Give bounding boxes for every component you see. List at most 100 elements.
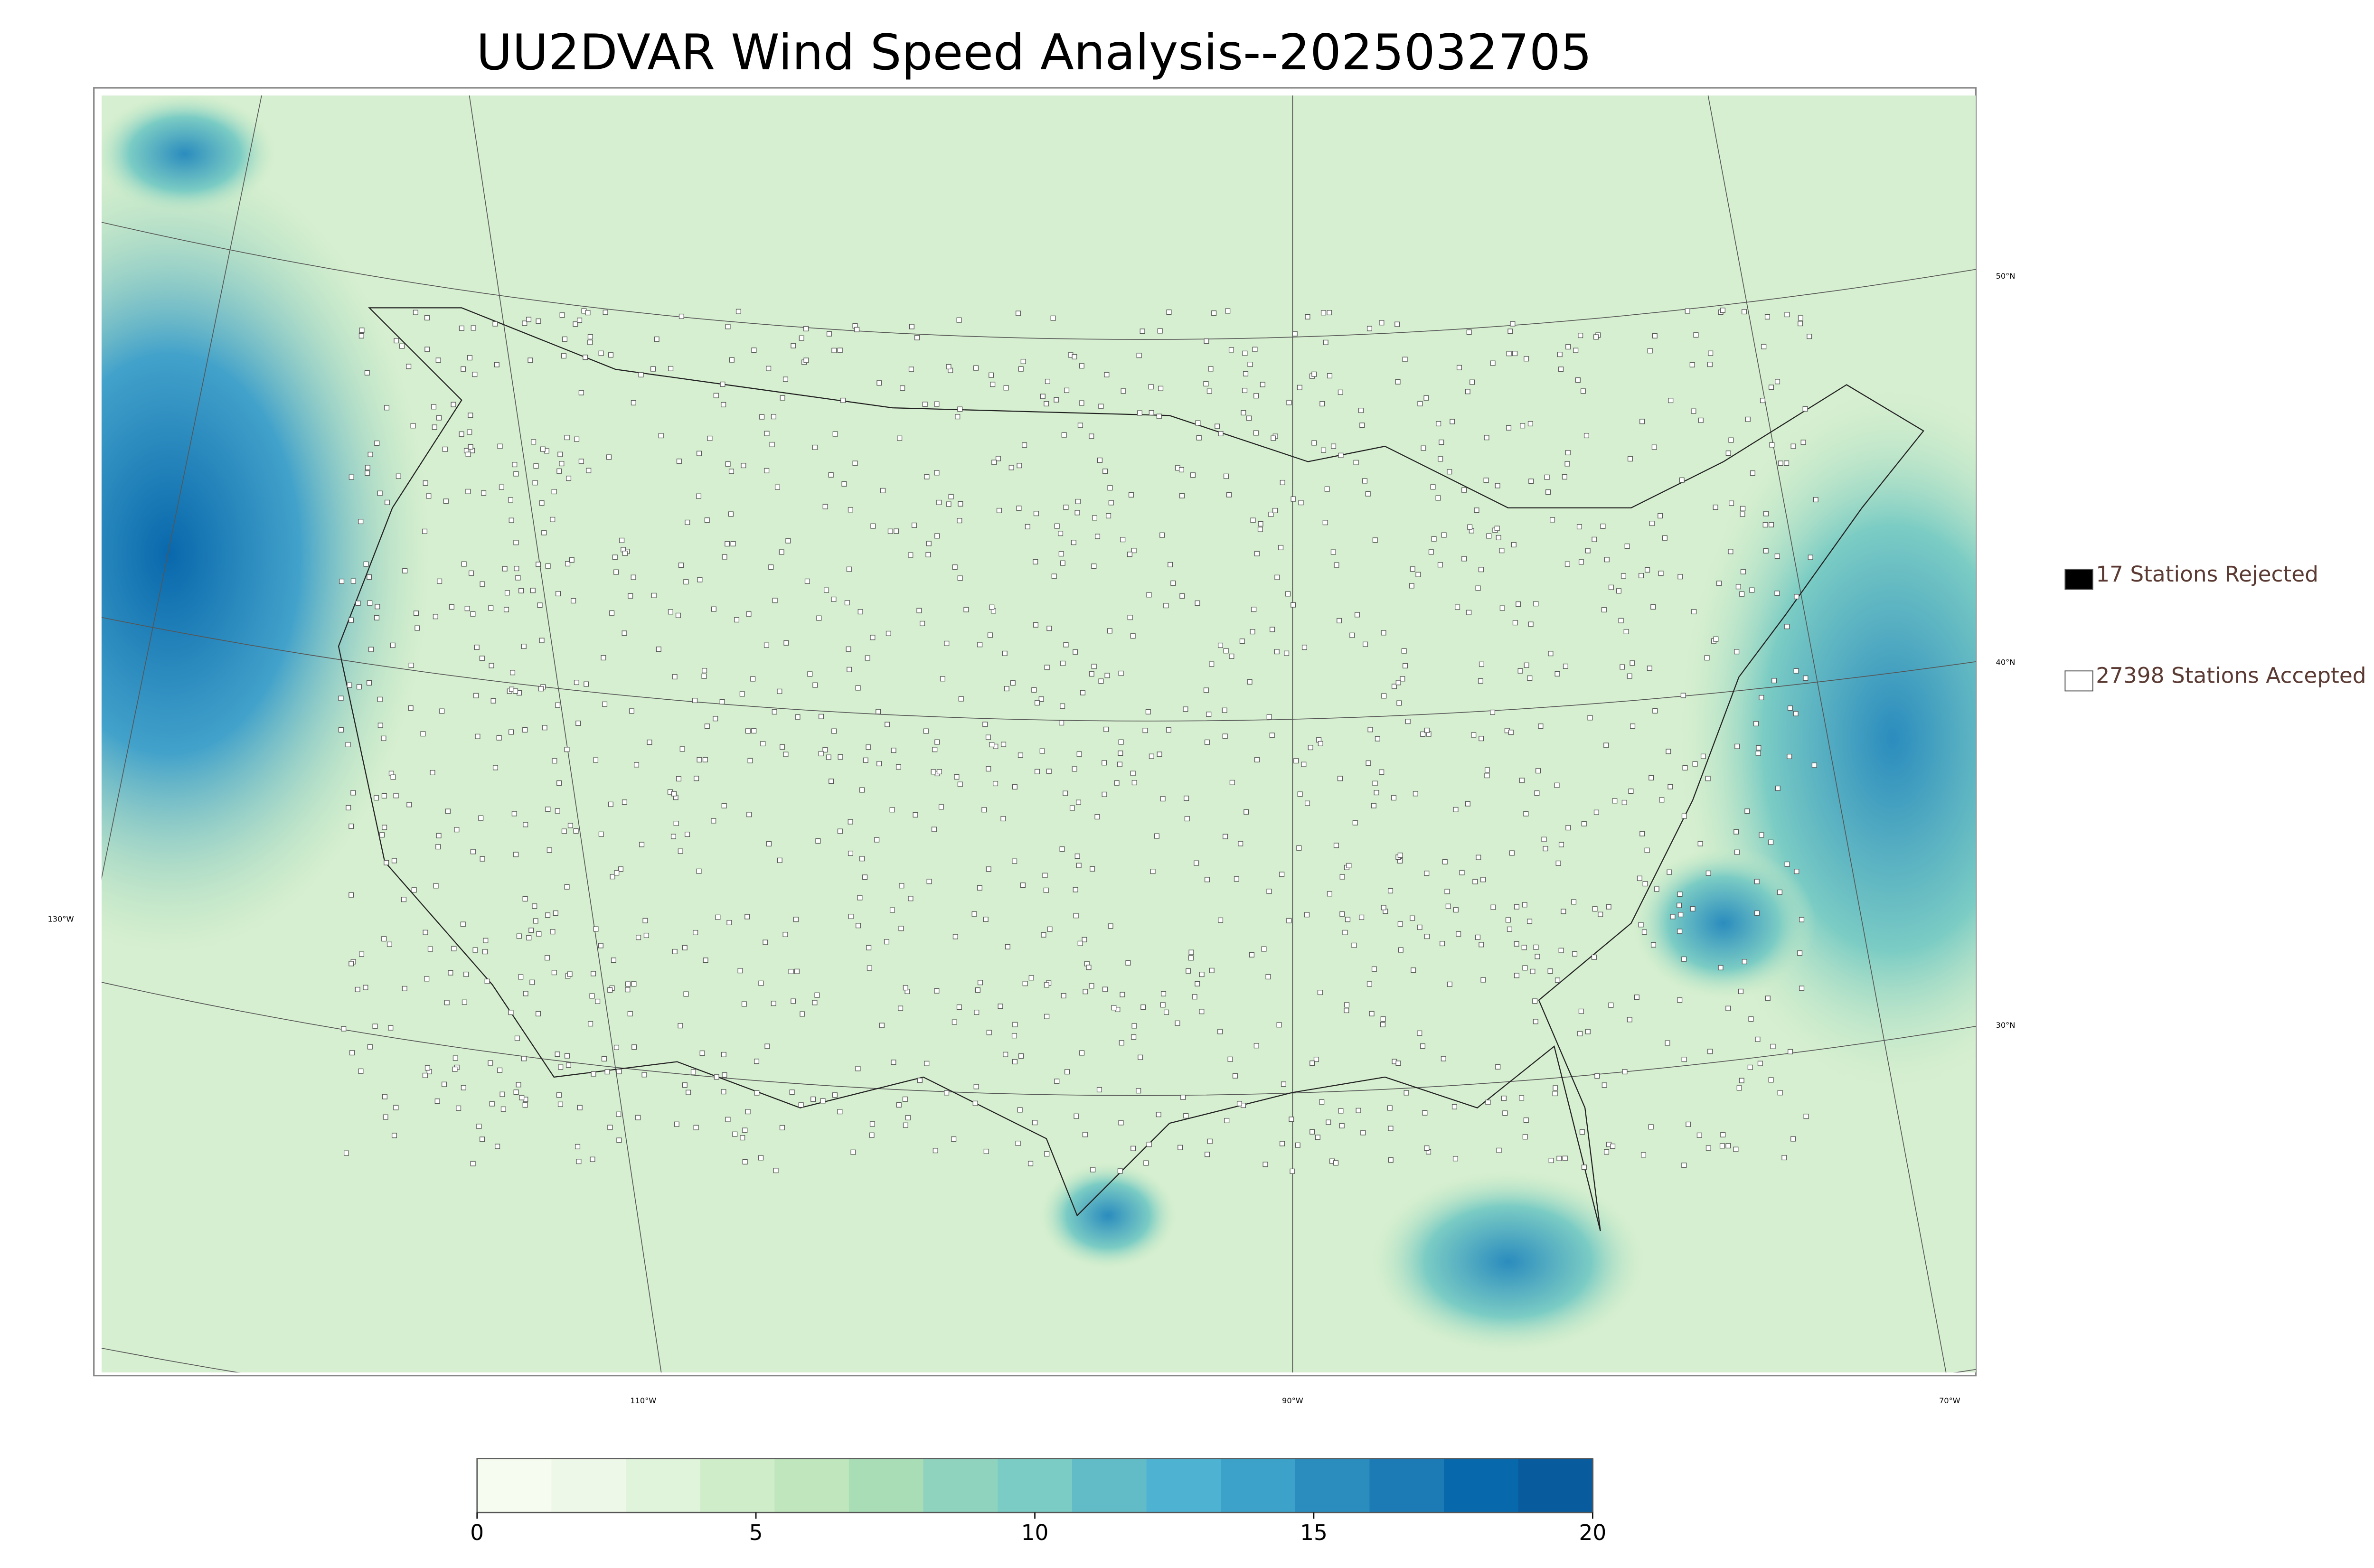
station [1254, 757, 1260, 762]
station [1479, 942, 1484, 948]
station [852, 460, 858, 466]
station [1736, 1085, 1742, 1091]
station [759, 414, 765, 420]
station [1564, 561, 1570, 567]
station [1077, 423, 1083, 428]
station [956, 317, 962, 323]
station [779, 549, 784, 555]
station [460, 921, 466, 927]
station [1490, 904, 1496, 910]
station [760, 741, 766, 747]
station [1659, 797, 1665, 803]
station [1327, 891, 1332, 897]
station [848, 819, 853, 825]
station [1209, 661, 1215, 667]
station [889, 807, 895, 813]
station [1060, 660, 1066, 666]
station [573, 321, 578, 327]
station [476, 1124, 482, 1129]
station [1453, 807, 1459, 812]
station [423, 480, 428, 486]
station [1523, 1117, 1529, 1123]
station [374, 441, 380, 446]
station [1784, 624, 1790, 629]
station [1371, 803, 1376, 808]
station [838, 754, 843, 760]
station [831, 728, 837, 734]
station [587, 339, 593, 345]
station [911, 522, 917, 528]
colorbar-tick-label: 10 [1021, 1520, 1049, 1545]
station [934, 988, 940, 994]
station [898, 1005, 904, 1011]
station [1490, 709, 1496, 715]
colorbar-tick-label: 20 [1579, 1520, 1607, 1545]
station [1205, 1152, 1210, 1157]
lon-label: 110°W [630, 1396, 656, 1405]
station [435, 844, 441, 850]
station [1261, 946, 1267, 952]
station [628, 593, 633, 599]
station [837, 347, 843, 353]
station [1490, 360, 1496, 366]
station [589, 993, 595, 999]
station [758, 1155, 764, 1161]
station [686, 1089, 691, 1095]
station [1082, 937, 1087, 942]
station [1516, 601, 1521, 607]
station [751, 347, 757, 353]
station [793, 917, 799, 922]
station [1121, 388, 1126, 394]
colorbar-segment [625, 1458, 701, 1513]
station [1319, 1099, 1325, 1105]
station [1581, 1164, 1587, 1170]
station [1222, 733, 1228, 739]
station [855, 1066, 861, 1071]
station [1086, 965, 1092, 970]
station [880, 488, 886, 493]
station [636, 935, 641, 940]
station [926, 879, 932, 884]
station [1398, 947, 1404, 953]
station [1552, 1091, 1558, 1097]
station [556, 1092, 562, 1098]
station [1644, 847, 1650, 853]
station [1528, 479, 1534, 484]
station [367, 574, 372, 580]
station [1136, 1088, 1141, 1094]
station [1787, 705, 1793, 711]
station [1627, 673, 1632, 679]
station [1211, 310, 1217, 316]
station [879, 1023, 885, 1028]
station [1074, 510, 1080, 516]
station [436, 415, 442, 421]
station [350, 790, 356, 796]
station [1453, 907, 1459, 913]
station [1131, 780, 1137, 786]
station [1366, 981, 1372, 987]
meridian [101, 95, 262, 880]
station [905, 1115, 911, 1120]
station [1409, 583, 1414, 589]
station [545, 807, 551, 812]
station [470, 1161, 476, 1166]
station [1471, 732, 1477, 738]
station [1044, 401, 1049, 406]
station [1650, 942, 1657, 948]
station [1544, 474, 1550, 480]
station [522, 1102, 528, 1108]
station [1194, 860, 1199, 866]
station [1514, 941, 1519, 947]
meridian [469, 95, 662, 1373]
station [556, 780, 562, 786]
station [516, 933, 522, 939]
station [1608, 1002, 1614, 1008]
station [1707, 1049, 1713, 1054]
station [492, 765, 498, 770]
station [442, 446, 448, 452]
station [355, 986, 360, 992]
station [408, 705, 414, 711]
legend-swatch [2064, 569, 2093, 590]
station [1268, 511, 1274, 517]
station-markers [338, 308, 1818, 1174]
